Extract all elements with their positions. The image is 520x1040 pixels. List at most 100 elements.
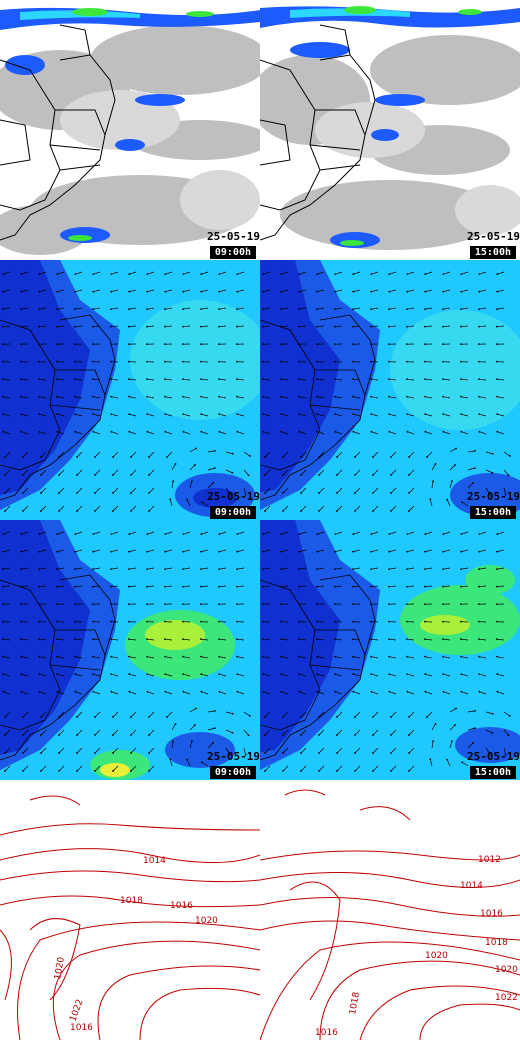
wind-arrow-head: [247, 734, 250, 737]
wind-arrow-head: [214, 449, 216, 452]
wind-arrow: [183, 691, 191, 695]
wind-arrow: [300, 747, 307, 754]
wind-arrow: [22, 505, 29, 512]
wind-arrow: [182, 325, 191, 328]
wind-arrow-head: [110, 430, 113, 433]
pressure-panel-0900: 1014 1016 1018 1020 1020 1022 1016: [0, 780, 260, 1040]
wind-arrow-head: [112, 716, 114, 718]
wind-arrow-head: [424, 378, 426, 381]
wind-arrow-head: [460, 290, 463, 293]
wind-arrow: [335, 289, 343, 293]
wind-arrow-head: [174, 723, 177, 725]
wind-arrow: [207, 710, 215, 713]
wind-arrow: [298, 325, 307, 328]
wind-arrow: [183, 271, 191, 275]
wind-arrow-head: [370, 638, 372, 641]
isobar-label: 1016: [480, 909, 503, 919]
wind-arrow-head: [236, 360, 238, 363]
wind-arrow-head: [442, 325, 444, 328]
wind-arrow-head: [56, 378, 58, 381]
wind-arrow: [282, 765, 289, 772]
wind-arrow-head: [408, 752, 410, 754]
wind-arrow: [281, 531, 289, 535]
wind-arrow: [129, 549, 137, 553]
wind-arrow-head: [424, 638, 426, 641]
wind-arrow-head: [300, 770, 302, 772]
wind-arrow-head: [316, 343, 318, 346]
wind-arrow-head: [195, 707, 197, 710]
wind-arrow-head: [442, 308, 444, 311]
wind-arrow: [467, 450, 475, 453]
wind-arrow: [282, 505, 289, 512]
wind-arrow-head: [432, 740, 435, 742]
wind-arrow-head: [110, 360, 112, 363]
wind-arrow-head: [128, 533, 131, 536]
wind-arrow: [334, 325, 343, 328]
wind-arrow-head: [460, 533, 463, 536]
wind-arrow-head: [442, 343, 444, 346]
wind-arrow: [479, 378, 487, 381]
wind-arrow: [112, 729, 119, 736]
wind-arrow-head: [56, 550, 59, 553]
wind-arrow-head: [148, 770, 150, 772]
wind-arrow-head: [316, 533, 319, 536]
wind-arrow: [449, 481, 453, 489]
wind-arrow-head: [38, 603, 40, 606]
wind-arrow: [317, 567, 325, 570]
wind-arrow-head: [424, 603, 426, 606]
wind-arrow: [20, 585, 29, 588]
wind-arrow: [186, 499, 191, 507]
wind-arrow: [353, 673, 361, 677]
wind-arrow-head: [92, 395, 95, 398]
wind-arrow: [94, 505, 101, 512]
wind-arrow-head: [282, 492, 284, 494]
wind-arrow-head: [200, 603, 202, 606]
wind-arrow: [335, 567, 343, 570]
wind-arrow-head: [336, 752, 338, 754]
wind-arrow: [75, 413, 83, 417]
wind-arrow-head: [390, 456, 392, 458]
wind-arrow: [263, 396, 271, 399]
wind-arrow: [237, 431, 245, 435]
wind-arrow: [443, 307, 451, 310]
wind-arrow: [76, 487, 83, 494]
wind-arrow: [353, 691, 361, 695]
wind-arrow-head: [186, 498, 189, 501]
wind-arrow-head: [442, 430, 445, 433]
wind-arrow-head: [182, 690, 185, 693]
wind-arrow: [57, 656, 65, 659]
wind-arrow-head: [460, 308, 462, 311]
wind-arrow-head: [370, 690, 373, 693]
wind-arrow-head: [442, 378, 444, 381]
wind-arrow-head: [128, 273, 131, 276]
wind-arrow: [318, 487, 325, 494]
wind-arrow-head: [424, 290, 427, 293]
wind-arrow-head: [336, 456, 338, 458]
wind-arrow-head: [164, 673, 167, 676]
wind-arrow-head: [146, 568, 148, 571]
wind-arrow-head: [264, 716, 266, 718]
wind-arrow-head: [372, 474, 374, 476]
wind-arrow-head: [504, 753, 507, 756]
wind-arrow-head: [388, 585, 390, 588]
wind-arrow: [169, 759, 173, 767]
wind-arrow: [407, 431, 415, 435]
wind-arrow-head: [370, 655, 373, 658]
wind-arrow-head: [316, 690, 319, 693]
wind-arrow-head: [164, 290, 167, 293]
wind-arrow: [478, 325, 487, 328]
wind-arrow: [300, 729, 307, 736]
wind-arrow-head: [262, 638, 264, 641]
wind-arrow-head: [388, 620, 390, 623]
wind-arrow: [299, 656, 307, 659]
wind-arrow: [76, 469, 83, 476]
wind-arrow: [390, 765, 397, 772]
wind-arrow-head: [110, 568, 112, 571]
wind-arrow: [57, 531, 65, 535]
wind-arrow: [4, 451, 11, 458]
wind-arrow: [335, 531, 343, 535]
wind-arrow: [112, 505, 119, 512]
wind-arrow-head: [264, 474, 266, 476]
wind-arrow: [111, 656, 119, 659]
wind-arrow-head: [164, 413, 167, 416]
